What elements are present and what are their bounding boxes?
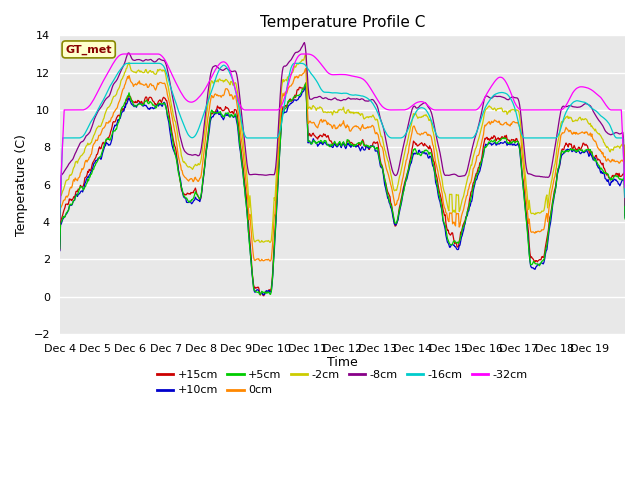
+10cm [226,114,234,120]
+15cm [621,213,629,218]
-8cm [433,137,441,143]
0cm [122,78,130,84]
0cm [226,93,234,99]
-2cm [276,108,284,113]
Line: +5cm: +5cm [60,83,625,294]
-16cm [255,135,262,141]
Line: 0cm: 0cm [60,69,625,261]
-32cm [276,105,284,111]
+10cm [403,178,410,183]
-32cm [433,107,441,113]
+10cm [122,101,130,107]
+15cm [254,284,262,290]
-2cm [226,82,234,88]
+10cm [56,248,63,253]
-8cm [122,55,130,61]
+10cm [302,83,310,88]
-16cm [401,132,409,137]
+5cm [122,96,130,102]
-2cm [254,238,262,243]
0cm [56,216,63,221]
Line: +10cm: +10cm [60,85,625,295]
-2cm [122,66,130,72]
+10cm [621,215,629,220]
-16cm [227,72,235,78]
-2cm [302,51,310,57]
-8cm [56,221,63,227]
-16cm [433,133,441,139]
-16cm [276,127,284,133]
-32cm [401,107,409,113]
+10cm [259,292,267,298]
+15cm [403,174,410,180]
-8cm [276,107,284,113]
-32cm [120,51,128,57]
+15cm [56,247,63,253]
-2cm [621,182,629,188]
+5cm [56,245,63,251]
+15cm [302,80,310,86]
-32cm [123,51,131,57]
Y-axis label: Temperature (C): Temperature (C) [15,133,28,236]
+10cm [254,287,262,293]
-2cm [403,143,410,149]
0cm [254,256,262,262]
0cm [266,258,274,264]
0cm [302,66,310,72]
+5cm [267,291,275,297]
-16cm [124,60,131,66]
+10cm [434,190,442,195]
-8cm [301,40,308,46]
Line: -2cm: -2cm [60,54,625,242]
+10cm [276,141,284,146]
0cm [276,122,284,128]
+5cm [434,186,442,192]
Text: GT_met: GT_met [65,44,112,55]
+15cm [276,137,284,143]
+15cm [434,180,442,186]
Line: +15cm: +15cm [60,83,625,296]
Title: Temperature Profile C: Temperature Profile C [260,15,425,30]
Line: -16cm: -16cm [60,63,625,217]
-2cm [266,240,274,245]
-32cm [621,185,629,191]
-8cm [621,203,629,208]
X-axis label: Time: Time [327,356,358,369]
+15cm [260,293,268,299]
+5cm [302,80,310,86]
-2cm [56,197,63,203]
-32cm [255,107,262,113]
-16cm [122,61,130,67]
0cm [434,168,442,174]
Line: -8cm: -8cm [60,43,625,224]
-8cm [254,172,262,178]
Line: -32cm: -32cm [60,54,625,203]
-32cm [56,200,63,206]
-8cm [226,68,234,73]
Legend: +15cm, +10cm, +5cm, 0cm, -2cm, -8cm, -16cm, -32cm: +15cm, +10cm, +5cm, 0cm, -2cm, -8cm, -16… [152,365,532,400]
+5cm [276,142,284,148]
+5cm [403,177,410,182]
+5cm [621,216,629,222]
-16cm [56,215,63,220]
+15cm [122,97,130,103]
+5cm [254,289,262,295]
-32cm [227,70,235,75]
0cm [403,157,410,163]
-2cm [434,155,442,160]
0cm [621,197,629,203]
-8cm [401,134,409,140]
+15cm [226,109,234,115]
+5cm [226,114,234,120]
-16cm [621,194,629,200]
